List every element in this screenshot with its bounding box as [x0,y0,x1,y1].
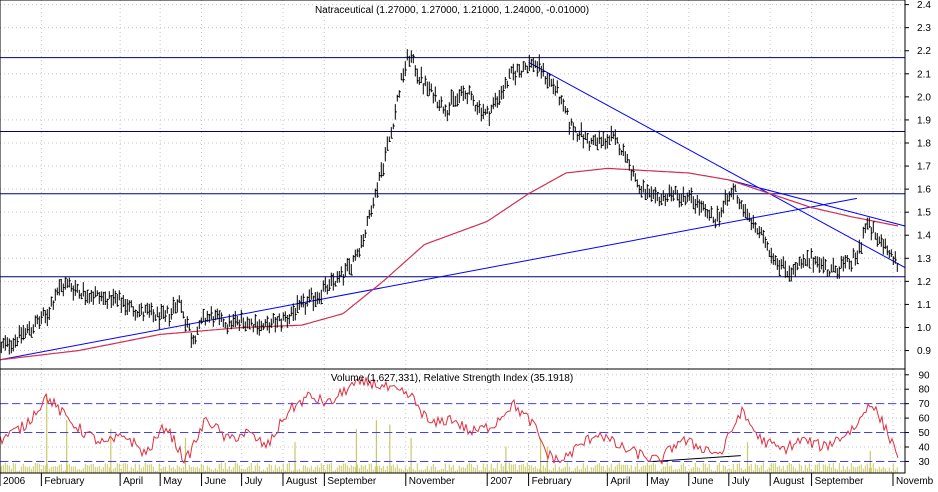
x-axis-tick-label: Novemb [896,476,934,487]
price-y-tick-label: 1.3 [917,254,931,265]
price-y-tick-label: 1.1 [917,300,931,311]
x-axis-tick-label: February [44,476,84,487]
rsi-path [0,376,899,465]
trend-line [0,197,858,361]
lower-chart-title: Volume (1,627,331), Relative Strength In… [331,373,573,384]
price-reference-lines [0,57,906,361]
x-axis-tick-label: July [732,476,750,487]
rsi-trend-line [652,455,741,462]
price-y-tick-label: 1.5 [917,208,931,219]
x-axis-tick-label: 2006 [3,476,26,487]
price-y-tick-label: 2.2 [917,46,931,57]
price-y-tick-label: 2.4 [917,0,931,11]
x-axis-tick-label: November [409,476,456,487]
volume-bars [0,393,898,473]
trend-line [528,61,906,268]
price-y-tick-label: 1.7 [917,162,931,173]
lower-y-tick-label: 40 [918,443,930,454]
price-bars [0,49,899,355]
x-axis-tick-label: May [650,476,669,487]
rsi-line [0,376,899,465]
x-axis-tick-label: September [815,476,865,487]
price-y-tick-label: 1.0 [917,323,931,334]
volume-rsi-panel: 30 40 50 60 70 80 90 Volume (1,627,331), Relat… [0,368,930,474]
price-chart-title: Natraceutical (1.27000, 1.27000, 1.21000… [315,5,589,16]
price-y-tick-label: 2.0 [917,92,931,103]
x-axis-tick-label: 2007 [490,476,513,487]
lower-y-tick-label: 70 [918,399,930,410]
x-axis-tick-label: August [773,476,804,487]
x-axis-tick-label: August [286,476,317,487]
price-y-tick-label: 1.2 [917,277,931,288]
x-axis-tick-label: April [123,476,143,487]
x-axis-tick-label: February [532,476,572,487]
rsi-reference-lines [0,403,905,462]
lower-y-axis: 30 40 50 60 70 80 90 [905,370,930,468]
price-y-tick-label: 1.9 [917,115,931,126]
moving-average-path [0,167,899,361]
lower-y-tick-label: 50 [918,428,930,439]
trend-line [728,179,906,227]
x-axis-tick-label: May [163,476,182,487]
price-grid [0,0,905,369]
lower-grid [0,369,905,473]
x-axis: 2006 February April May June July August Septem… [0,472,934,487]
x-axis-tick-label: September [327,476,377,487]
x-axis-tick-label: April [610,476,630,487]
price-y-tick-label: 1.8 [917,138,931,149]
lower-y-tick-label: 60 [918,414,930,425]
price-y-tick-label: 2.3 [917,23,931,34]
price-y-tick-label: 0.9 [917,346,931,357]
lower-y-tick-label: 80 [918,385,930,396]
price-panel: 0.9 1.0 1.1 1.2 1.3 1.4 1.5 1.6 1.7 1.8 1.9 2.0 2.1 2… [0,0,931,370]
price-y-tick-label: 2.1 [917,69,931,80]
price-y-tick-label: 1.4 [917,231,931,242]
x-axis-tick-label: June [205,476,227,487]
lower-y-tick-label: 90 [918,370,930,381]
price-y-axis: 0.9 1.0 1.1 1.2 1.3 1.4 1.5 1.6 1.7 1.8 1.9 2.0 2.1 2… [905,0,931,357]
price-y-tick-label: 1.6 [917,185,931,196]
moving-average-line [0,167,899,361]
x-axis-tick-label: June [692,476,714,487]
lower-y-tick-label: 30 [918,457,930,468]
x-axis-tick-label: July [245,476,263,487]
